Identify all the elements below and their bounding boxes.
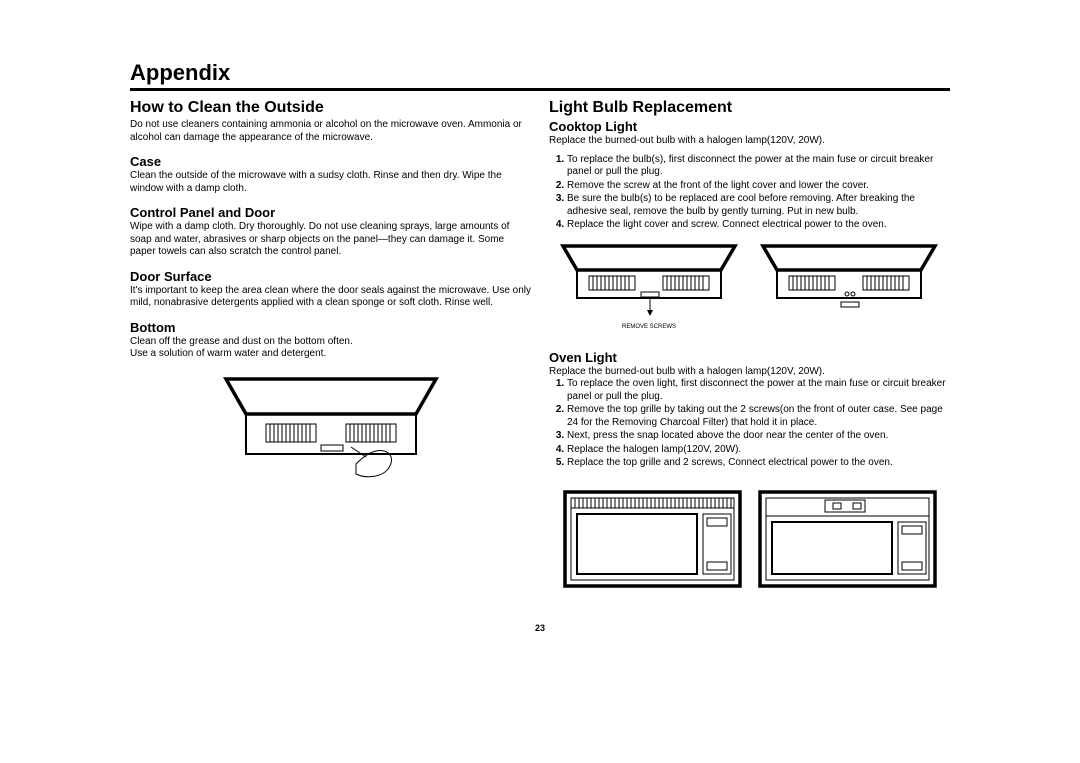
list-item: Be sure the bulb(s) to be replaced are c… [567,193,950,218]
microwave-bottom-icon [216,369,446,489]
subheading: Oven Light [549,350,950,365]
oven-steps: To replace the oven light, first disconn… [549,378,950,470]
body-text: Clean the outside of the microwave with … [130,170,531,195]
subheading: Cooktop Light [549,119,950,134]
list-item: To replace the bulb(s), first disconnect… [567,154,950,179]
section-heading: Light Bulb Replacement [549,99,950,117]
subheading: Bottom [130,320,531,335]
list-item: Replace the light cover and screw. Conne… [567,219,950,232]
list-item: Replace the top grille and 2 screws, Con… [567,457,950,470]
page-number: 23 [130,623,950,633]
section-heading: How to Clean the Outside [130,99,531,117]
intro-text: Replace the burned-out bulb with a halog… [549,366,950,379]
page-title: Appendix [130,60,950,91]
two-column-layout: How to Clean the Outside Do not use clea… [130,97,950,599]
list-item: To replace the oven light, first disconn… [567,378,950,403]
intro-text: Replace the burned-out bulb with a halog… [549,135,950,148]
cooktop-light-icon: REMOVE SCREWS [555,240,945,335]
body-text: It's important to keep the area clean wh… [130,285,531,310]
subheading: Control Panel and Door [130,205,531,220]
figure-cooktop: REMOVE SCREWS [549,240,950,340]
subheading: Case [130,154,531,169]
oven-light-icon [555,484,945,594]
right-column: Light Bulb Replacement Cooktop Light Rep… [549,97,950,599]
cooktop-steps: To replace the bulb(s), first disconnect… [549,154,950,232]
body-text: Clean off the grease and dust on the bot… [130,336,531,361]
list-item: Replace the halogen lamp(120V, 20W). [567,444,950,457]
intro-text: Do not use cleaners containing ammonia o… [130,119,531,144]
left-column: How to Clean the Outside Do not use clea… [130,97,531,599]
page: Appendix How to Clean the Outside Do not… [0,0,1080,653]
figure-oven [549,484,950,599]
body-text: Wipe with a damp cloth. Dry thoroughly. … [130,221,531,259]
figure-bottom-clean [130,369,531,494]
figure-caption: REMOVE SCREWS [621,324,675,330]
subheading: Door Surface [130,269,531,284]
list-item: Remove the top grille by taking out the … [567,404,950,429]
list-item: Next, press the snap located above the d… [567,430,950,443]
list-item: Remove the screw at the front of the lig… [567,180,950,193]
